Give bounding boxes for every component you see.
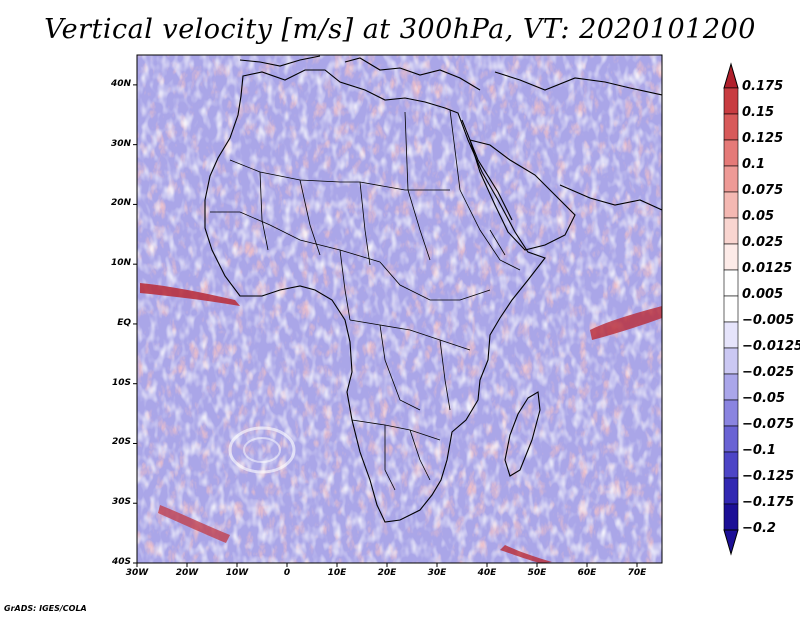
- colorbar-segment: [723, 373, 739, 401]
- country-borders: [210, 109, 521, 491]
- colorbar-segment: [723, 165, 739, 193]
- colorbar-segment: [723, 139, 739, 167]
- lat-tick-label: EQ: [117, 317, 131, 328]
- colorbar-segment: [723, 243, 739, 271]
- colorbar-segment: [723, 503, 739, 531]
- colorbar-min-arrow: [723, 529, 739, 556]
- lat-tick-label: 20N: [110, 198, 131, 209]
- colorbar-segment: [723, 217, 739, 245]
- lon-tick-label: 10W: [225, 568, 249, 578]
- lat-tick-label: 40S: [111, 557, 131, 567]
- grads-footer: GrADS: IGES/COLA: [4, 604, 87, 613]
- colorbar-segment: [723, 425, 739, 453]
- lat-tick-label: 30S: [111, 497, 131, 508]
- colorbar-segment: [723, 321, 739, 349]
- indian-ocean-band: [590, 306, 662, 340]
- colorbar-label: −0.2: [742, 521, 776, 536]
- lon-tick-label: 0: [283, 568, 291, 578]
- colorbar: [723, 62, 739, 556]
- lon-tick-label: 70E: [627, 568, 647, 578]
- lon-tick-label: 30E: [427, 568, 447, 578]
- colorbar-max-arrow: [723, 62, 739, 89]
- colorbar-label: −0.0125: [742, 339, 800, 354]
- south-atlantic-band: [158, 505, 230, 543]
- lat-tick-label: 40N: [110, 78, 131, 89]
- lon-tick-label: 40E: [477, 568, 497, 578]
- colorbar-label: −0.175: [742, 495, 795, 510]
- chart-title: Vertical velocity [m/s] at 300hPa, VT: 2…: [44, 14, 756, 45]
- colorbar-label: 0.025: [742, 235, 784, 250]
- colorbar-segment: [723, 295, 739, 323]
- colorbar-label: 0.0125: [742, 261, 793, 276]
- colorbar-segment: [723, 399, 739, 427]
- colorbar-label: −0.1: [742, 443, 776, 458]
- colorbar-label: −0.025: [742, 365, 795, 380]
- colorbar-label: 0.05: [742, 209, 775, 224]
- colorbar-label: 0.005: [742, 287, 784, 302]
- colorbar-segment: [723, 477, 739, 505]
- colorbar-segment: [723, 451, 739, 479]
- lon-tick-label: 30W: [125, 568, 149, 578]
- lat-tick-label: 10N: [110, 258, 131, 269]
- velocity-field: [137, 55, 662, 563]
- colorbar-label: −0.125: [742, 469, 795, 484]
- colorbar-label: −0.005: [742, 313, 795, 328]
- lon-tick-label: 60E: [577, 568, 597, 578]
- south-indian-band: [500, 545, 552, 563]
- colorbar-label: 0.175: [742, 79, 784, 94]
- plot-frame: [136, 54, 663, 564]
- itcz-atlantic-band: [140, 283, 240, 306]
- colorbar-label: −0.075: [742, 417, 795, 432]
- colorbar-label: 0.125: [742, 131, 784, 146]
- lon-tick-label: 10E: [327, 568, 347, 578]
- colorbar-label: −0.05: [742, 391, 785, 406]
- lat-tick-label: 20S: [111, 437, 131, 448]
- lon-tick-label: 20W: [175, 568, 199, 578]
- colorbar-segment: [723, 347, 739, 375]
- lon-tick-label: 50E: [527, 568, 547, 578]
- colorbar-label: 0.15: [742, 105, 775, 120]
- colorbar-label: 0.075: [742, 183, 784, 198]
- colorbar-label: 0.1: [742, 157, 766, 172]
- lat-tick-label: 10S: [111, 377, 131, 388]
- lon-tick-label: 20E: [377, 568, 397, 578]
- colorbar-segment: [723, 191, 739, 219]
- lat-tick-label: 30N: [110, 138, 131, 149]
- colorbar-segment: [723, 87, 739, 115]
- colorbar-segment: [723, 113, 739, 141]
- colorbar-segment: [723, 269, 739, 297]
- coastlines: [204, 55, 662, 523]
- sw-cyclone-swirl: [228, 426, 296, 474]
